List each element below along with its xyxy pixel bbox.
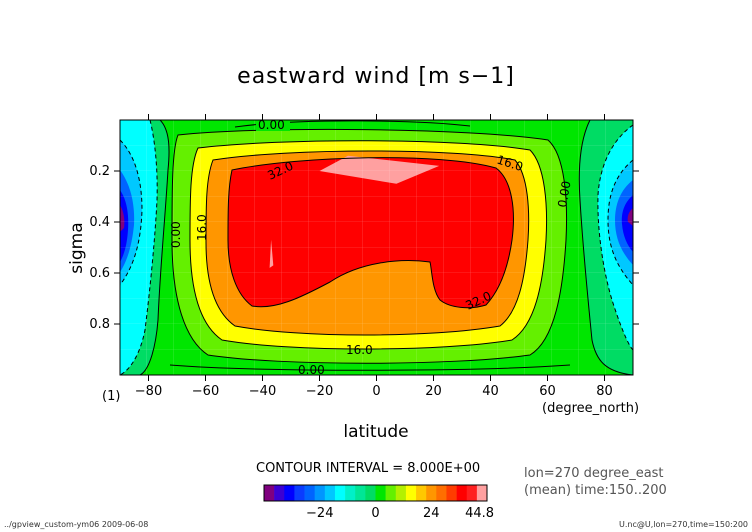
- chart-title: eastward wind [m s−1]: [237, 64, 515, 89]
- colorbar-cell: [476, 485, 488, 501]
- y-tick-label: 0.8: [89, 317, 110, 332]
- y-tick-label: 0.6: [89, 266, 110, 281]
- info-line-1: lon=270 degree_east: [524, 466, 664, 481]
- colorbar-cell: [466, 485, 478, 501]
- grid-overlay: [120, 120, 633, 375]
- contour-line-8: [171, 128, 568, 364]
- contour-label-bottom-0: 0.00: [298, 363, 325, 377]
- y-tick-label: 0.4: [89, 215, 110, 230]
- colorbar-cell: [385, 485, 397, 501]
- contour-lines: [120, 120, 633, 375]
- colorbar-cell: [355, 485, 366, 501]
- colorbar-cell: [334, 485, 346, 501]
- contour-line-neg8-east: [597, 124, 633, 351]
- contour-line-0-bottom: [169, 364, 571, 371]
- colorbar-cell: [416, 485, 427, 501]
- contour-label-east-0: 0.00: [555, 180, 573, 209]
- x-axis-unit: (degree_north): [542, 401, 639, 416]
- colorbar-tick-label: −24: [306, 506, 333, 521]
- colorbar-cell: [426, 485, 437, 501]
- colorbar-tick-label: 44.8: [465, 506, 494, 521]
- y-tick-label: 0.2: [89, 164, 110, 179]
- x-tick-label: 40: [482, 384, 499, 399]
- contour-line-0-west: [139, 120, 170, 375]
- x-tick-label: 0: [372, 384, 380, 399]
- footer-right: U.nc@U,lon=270,time=150:200: [619, 520, 748, 529]
- x-tick-label: 20: [425, 384, 442, 399]
- contour-line-16: [189, 140, 548, 350]
- colorbar-cell: [324, 485, 336, 501]
- x-tick-label: 80: [596, 384, 613, 399]
- colorbar-cell: [274, 485, 285, 501]
- colorbar-cell: [436, 485, 447, 501]
- x-axis-label: latitude: [343, 422, 408, 442]
- contour-line-32: [227, 157, 514, 309]
- contour-interval: CONTOUR INTERVAL = 8.000E+00: [256, 461, 480, 476]
- contour-line-neg8-west: [120, 120, 158, 375]
- colorbar-cell: [375, 485, 386, 501]
- x-axis: −80 −60 −40 −20 0 20 40 60 80: [135, 114, 613, 399]
- colorbar-frame: [263, 484, 488, 502]
- x-tick-label: −20: [306, 384, 333, 399]
- colorbar-cell: [345, 485, 356, 501]
- plot-area: 0.00 0.00 0.00 0.00 16.0 16.0 16.0 32.0 …: [120, 118, 633, 377]
- colorbar-cell: [365, 485, 376, 501]
- contour-label-top-0: 0.00: [258, 118, 285, 132]
- colorbar-cell: [294, 485, 305, 501]
- colorbar-tick-label: 0: [371, 506, 379, 521]
- y-axis: 0.2 0.4 0.6 0.8: [89, 164, 639, 332]
- contour-label-bg: [256, 120, 290, 131]
- x-tick-label: −40: [249, 384, 276, 399]
- x-tick-label: −60: [192, 384, 219, 399]
- colorbar-cell: [314, 485, 326, 501]
- contour-line-0-east: [578, 120, 633, 375]
- colorbar-cell: [456, 485, 468, 501]
- colorbar-cell: [405, 485, 417, 501]
- contour-label-bottom-16: 16.0: [346, 343, 373, 357]
- colorbar: [263, 484, 488, 502]
- colorbar-tick-label: 24: [423, 506, 440, 521]
- colorbar-cell: [304, 485, 315, 501]
- info-line-2: (mean) time:150..200: [524, 483, 667, 498]
- y-axis-label: sigma: [67, 222, 87, 273]
- colorbar-ticks: −24 0 24 44.8: [306, 506, 494, 521]
- panel-label: (1): [102, 389, 120, 404]
- colorbar-cell: [284, 485, 295, 501]
- contour-label-west-0: 0.00: [169, 221, 183, 248]
- contour-label-west-16: 16.0: [195, 214, 209, 241]
- colorbar-cell: [264, 485, 275, 501]
- colorbar-cell: [446, 485, 457, 501]
- footer-left: ../gpview_custom-ym06 2009-06-08: [4, 520, 148, 529]
- contour-line-24: [205, 150, 530, 336]
- x-tick-label: 60: [539, 384, 556, 399]
- x-tick-label: −80: [135, 384, 162, 399]
- colorbar-cell: [395, 485, 407, 501]
